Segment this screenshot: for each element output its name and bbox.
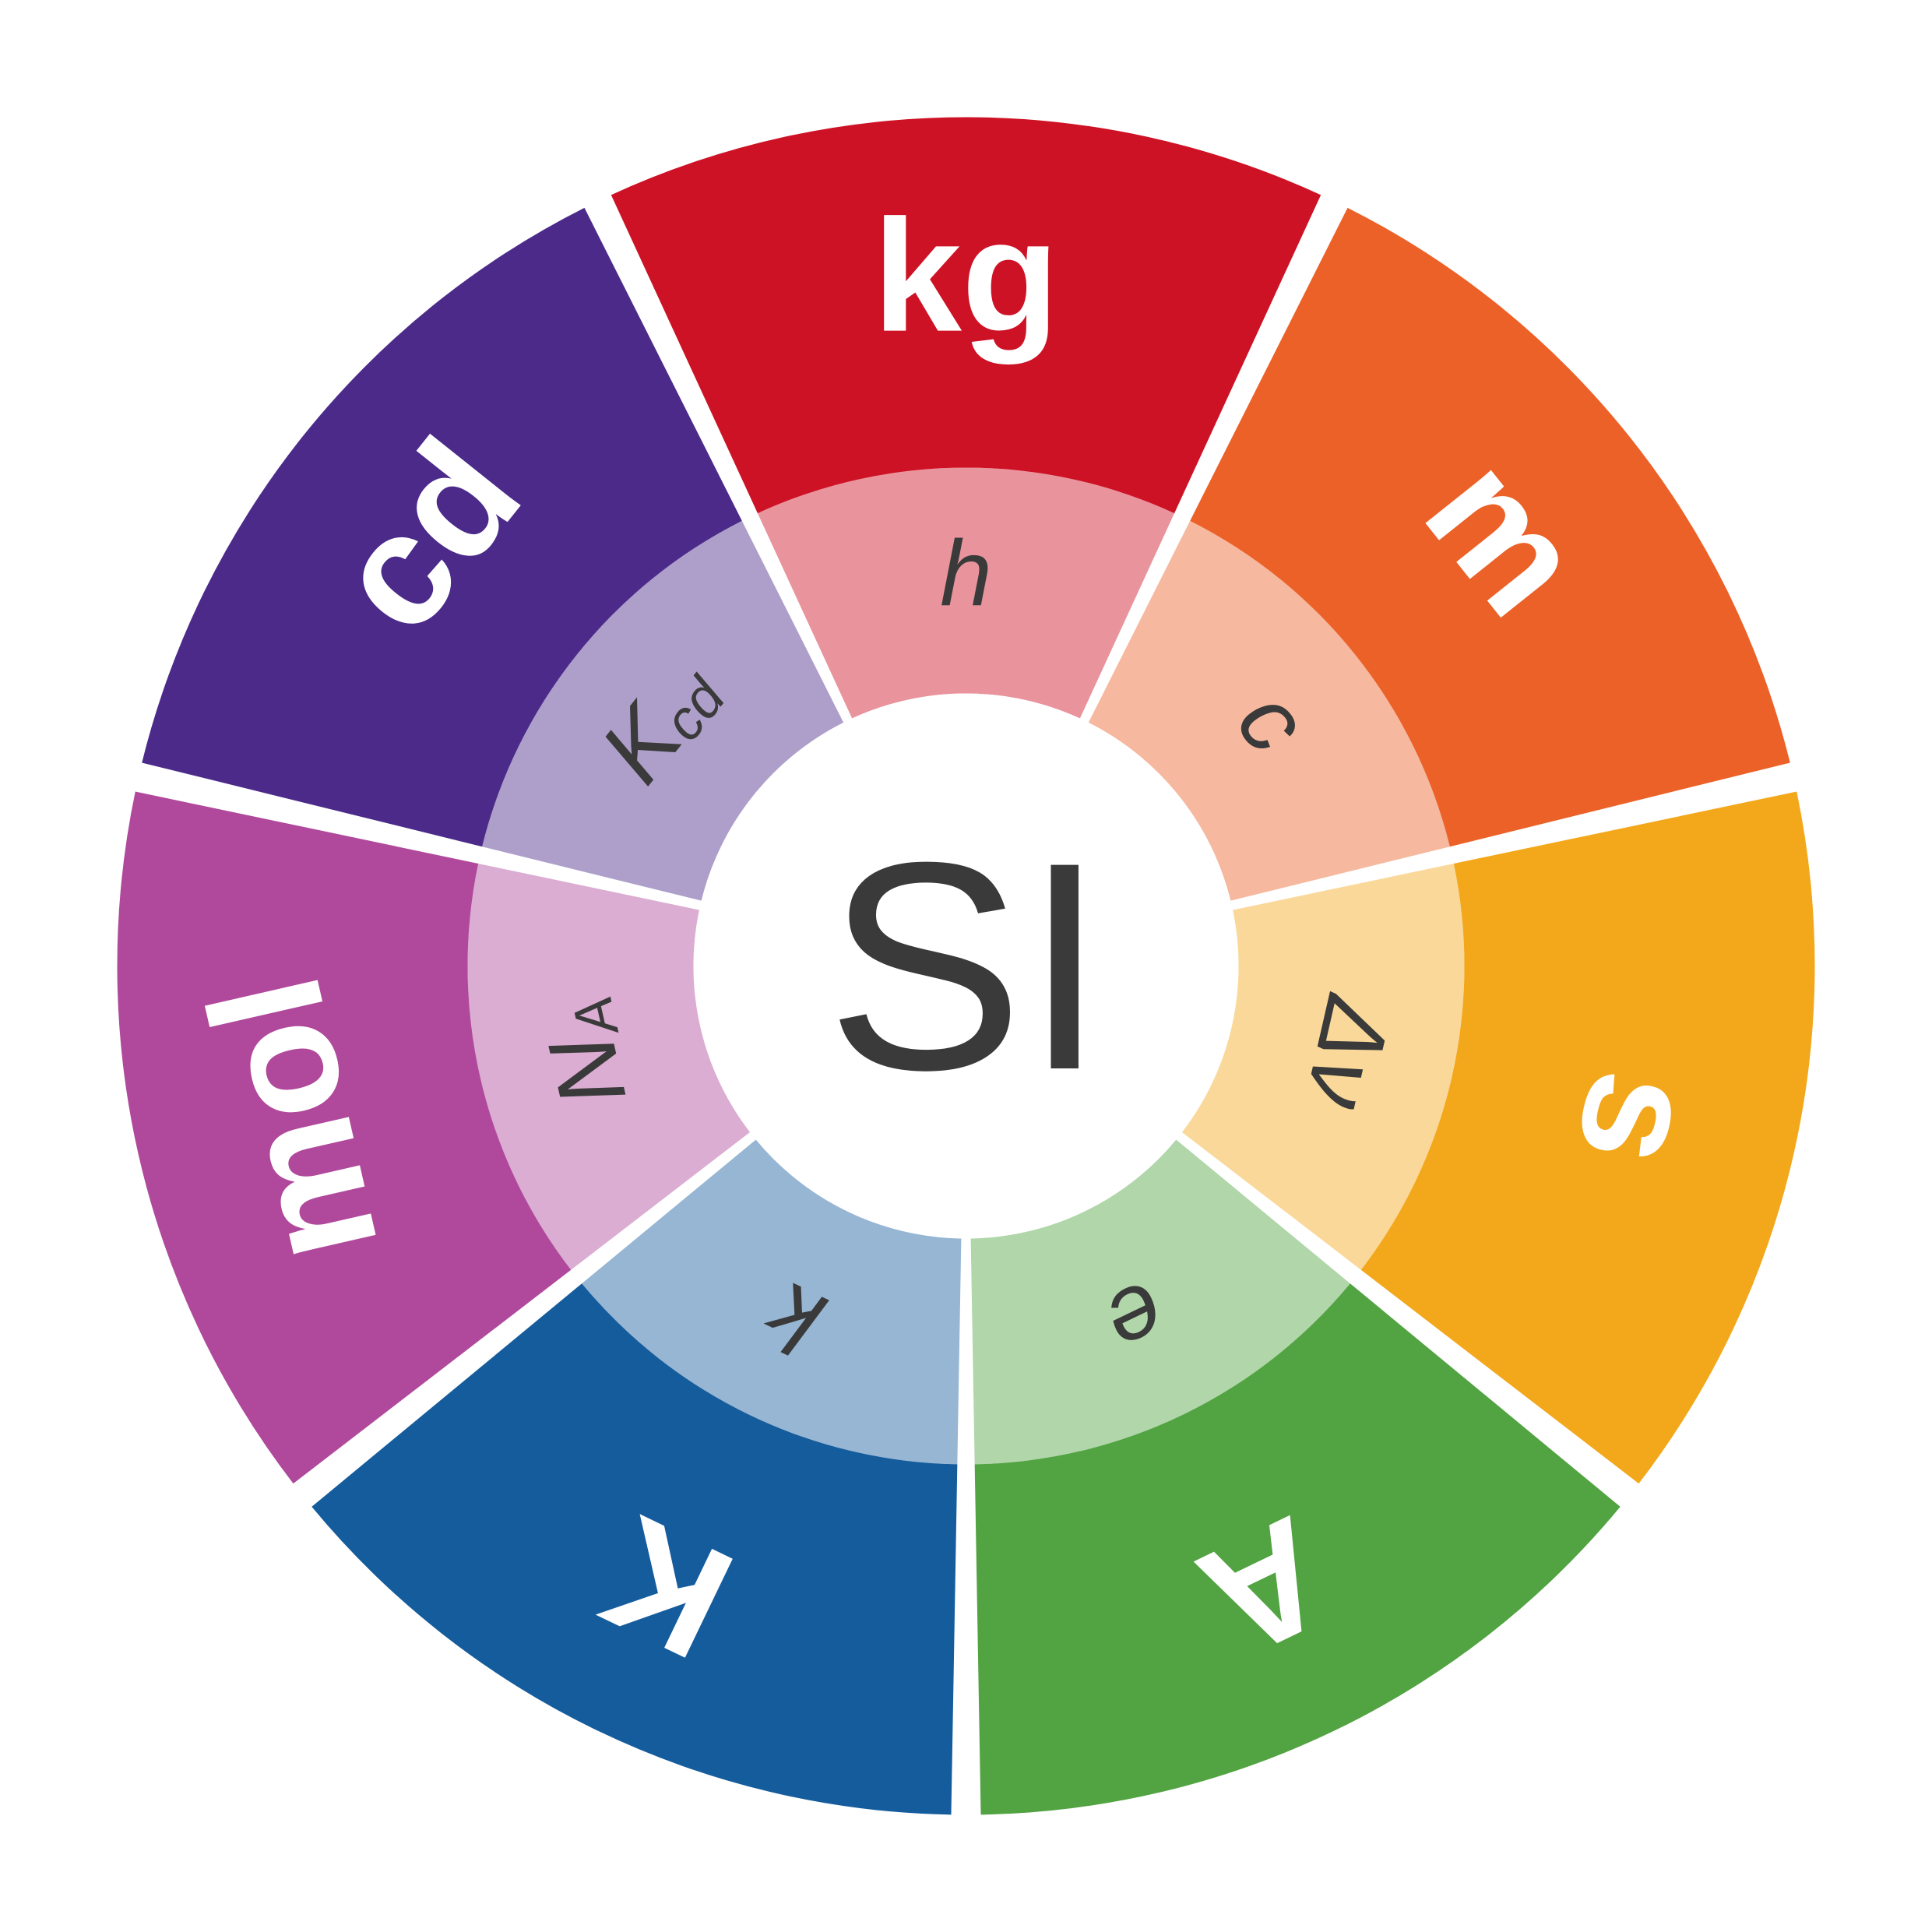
- constant-label-kg: h: [940, 521, 992, 625]
- center-label: SI: [826, 801, 1106, 1131]
- unit-label-kg: kg: [873, 187, 1059, 365]
- si-units-wheel: kgmsAKmolcdhcΔνekNAKcdSI: [0, 0, 1932, 1932]
